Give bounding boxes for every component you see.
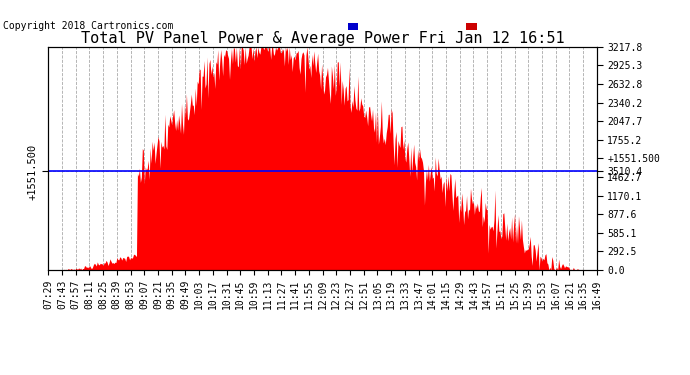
Text: Copyright 2018 Cartronics.com: Copyright 2018 Cartronics.com — [3, 21, 174, 31]
Legend: Average  (DC Watts), PV Panels  (DC Watts): Average (DC Watts), PV Panels (DC Watts) — [348, 22, 592, 32]
Title: Total PV Panel Power & Average Power Fri Jan 12 16:51: Total PV Panel Power & Average Power Fri… — [81, 31, 564, 46]
